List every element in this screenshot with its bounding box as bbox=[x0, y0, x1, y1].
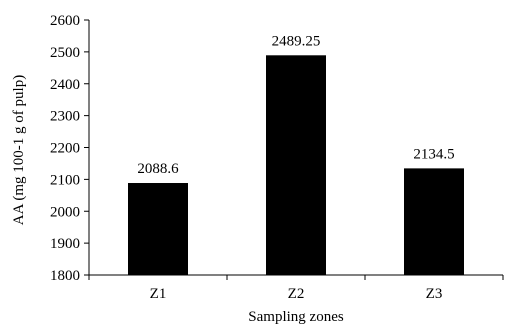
y-tick-label: 2000 bbox=[50, 204, 80, 220]
data-label-z1: 2088.6 bbox=[137, 161, 179, 177]
y-tick-label: 2300 bbox=[50, 109, 80, 125]
y-tick-label: 2200 bbox=[50, 141, 80, 157]
bar-z1 bbox=[128, 183, 188, 275]
x-tick-label: Z2 bbox=[288, 286, 305, 302]
data-label-z2: 2489.25 bbox=[272, 33, 321, 49]
y-tick-label: 2500 bbox=[50, 45, 80, 61]
x-axis-title: Sampling zones bbox=[248, 309, 344, 325]
y-tick-label: 2600 bbox=[50, 13, 80, 29]
y-tick-label: 1800 bbox=[50, 268, 80, 284]
y-axis-ticks: 1800 1900 2000 2100 2200 2300 2400 2500 2600 bbox=[50, 13, 89, 284]
y-axis-title: AA (mg 100-1 g of pulp) bbox=[11, 75, 27, 225]
x-tick-label: Z1 bbox=[150, 286, 167, 302]
y-tick-label: 2100 bbox=[50, 172, 80, 188]
data-label-z3: 2134.5 bbox=[413, 146, 454, 162]
data-labels: 2088.6 2489.25 2134.5 bbox=[137, 33, 454, 177]
x-tick-label: Z3 bbox=[426, 286, 443, 302]
bar-z2 bbox=[266, 55, 326, 276]
bar-series bbox=[128, 55, 464, 276]
x-axis-ticks: Z1 Z2 Z3 bbox=[88, 275, 504, 302]
bar-z3 bbox=[404, 168, 464, 275]
y-tick-label: 1900 bbox=[50, 236, 80, 252]
y-tick-label: 2400 bbox=[50, 77, 80, 93]
